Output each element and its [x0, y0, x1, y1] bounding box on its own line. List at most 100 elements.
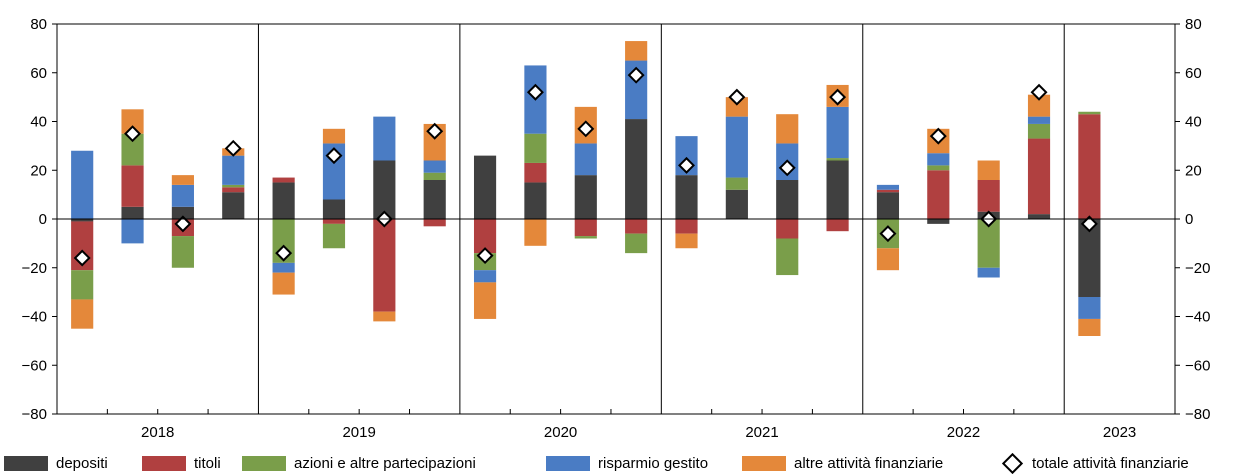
- ytick-label-left-3: −20: [22, 260, 47, 277]
- bar-4-2: [171, 175, 194, 185]
- year-label-4: 2022: [947, 424, 980, 441]
- legend-diamond-icon: [1001, 452, 1024, 474]
- bar-3-8: [473, 270, 497, 283]
- bar-3-10: [574, 143, 597, 176]
- year-label-1: 2019: [342, 424, 375, 441]
- bar-4-13: [725, 97, 748, 117]
- bar-1-14: [776, 219, 799, 239]
- bar-0-3: [222, 192, 245, 219]
- ytick-label-right-5: 20: [1185, 162, 1202, 179]
- bar-0-6: [373, 160, 396, 219]
- ytick-label-left-6: 40: [30, 114, 47, 131]
- legend-label-titoli: titoli: [194, 455, 221, 472]
- ytick-label-left-5: 20: [30, 162, 47, 179]
- bar-3-7: [423, 160, 446, 173]
- bar-1-7: [423, 219, 446, 227]
- legend-item-azioni: azioni e altre partecipazioni: [242, 453, 476, 474]
- total-marker-15: [829, 88, 847, 106]
- legend-label-totale: totale attività finanziarie: [1032, 455, 1189, 472]
- total-marker-17: [929, 127, 947, 145]
- total-marker-12: [678, 156, 695, 174]
- totals-layer: [73, 66, 1098, 267]
- bar-1-4: [272, 177, 295, 183]
- bar-0-9: [524, 182, 547, 219]
- bar-0-4: [272, 182, 295, 219]
- bar-2-13: [725, 177, 748, 190]
- legend-item-risparmio: risparmio gestito: [546, 453, 708, 474]
- ytick-label-left-4: 0: [39, 211, 47, 228]
- bar-3-20: [1078, 297, 1101, 319]
- bar-3-3: [222, 155, 245, 185]
- bar-2-14: [776, 238, 799, 276]
- bar-3-16: [876, 184, 900, 190]
- bar-2-19: [1027, 123, 1051, 139]
- ytick-label-right-0: −80: [1185, 406, 1210, 423]
- total-marker-11: [627, 66, 645, 84]
- total-marker-1: [124, 125, 142, 143]
- y-axis-left: −80 −60 −40 −20 0 20 40 60 80: [22, 16, 57, 423]
- bar-4-8: [473, 282, 497, 319]
- total-marker-14: [778, 159, 796, 177]
- bar-1-6: [373, 219, 396, 312]
- bar-0-7: [423, 180, 446, 219]
- bar-0-5: [322, 199, 346, 219]
- legend-item-titoli: titoli: [142, 453, 221, 474]
- bar-4-4: [272, 272, 295, 295]
- bar-4-0: [71, 299, 94, 329]
- ytick-label-left-0: −80: [22, 406, 47, 423]
- bar-1-10: [574, 219, 597, 237]
- legend-swatch-titoli: [142, 456, 186, 471]
- ytick-label-right-3: −20: [1185, 260, 1210, 277]
- total-marker-4: [275, 244, 293, 262]
- bar-0-16: [876, 192, 900, 219]
- total-marker-9: [526, 83, 544, 101]
- bar-1-8: [473, 219, 497, 254]
- total-marker-2: [174, 215, 192, 233]
- bar-0-13: [725, 189, 748, 219]
- bar-3-0: [71, 150, 94, 219]
- bar-4-1: [121, 109, 144, 134]
- bar-4-6: [373, 311, 396, 322]
- bar-2-2: [171, 236, 194, 268]
- bar-1-15: [826, 219, 849, 232]
- bar-1-18: [977, 180, 1000, 212]
- legend-swatch-risparmio: [546, 456, 590, 471]
- ytick-label-left-7: 60: [30, 65, 47, 82]
- bar-2-7: [423, 172, 446, 180]
- legend: depositi titoli azioni e altre partecipa…: [0, 452, 1233, 474]
- bar-1-11: [625, 219, 648, 234]
- total-marker-8: [476, 247, 494, 265]
- bar-1-19: [1027, 138, 1051, 215]
- legend-item-altre: altre attività finanziarie: [742, 453, 943, 474]
- bar-3-15: [826, 106, 849, 159]
- ytick-label-right-7: 60: [1185, 65, 1202, 82]
- ytick-label-right-4: 0: [1185, 211, 1193, 228]
- total-marker-19: [1030, 83, 1048, 101]
- bar-0-2: [171, 206, 194, 219]
- bar-4-18: [977, 160, 1000, 180]
- bar-2-18: [977, 219, 1000, 268]
- bar-2-1: [121, 133, 144, 166]
- total-marker-10: [577, 120, 595, 138]
- ytick-label-left-2: −40: [22, 309, 47, 326]
- bar-1-1: [121, 165, 144, 207]
- ytick-label-right-2: −40: [1185, 309, 1210, 326]
- total-marker-13: [728, 88, 746, 106]
- bar-4-9: [524, 219, 547, 246]
- bar-4-19: [1027, 94, 1051, 117]
- bar-4-20: [1078, 318, 1101, 336]
- year-label-0: 2018: [141, 424, 174, 441]
- bar-1-12: [675, 219, 698, 234]
- legend-label-risparmio: risparmio gestito: [598, 455, 709, 472]
- bar-0-12: [675, 175, 698, 219]
- bar-2-3: [222, 184, 245, 188]
- bar-4-5: [322, 128, 346, 144]
- year-label-3: 2021: [745, 424, 778, 441]
- bars-layer: [71, 41, 1101, 336]
- legend-swatch-altre: [742, 456, 786, 471]
- bar-1-20: [1078, 114, 1101, 219]
- legend-item-totale: totale attività finanziarie: [1000, 452, 1189, 474]
- bar-3-13: [725, 116, 748, 178]
- bar-0-1: [121, 206, 144, 219]
- bar-3-1: [121, 219, 144, 244]
